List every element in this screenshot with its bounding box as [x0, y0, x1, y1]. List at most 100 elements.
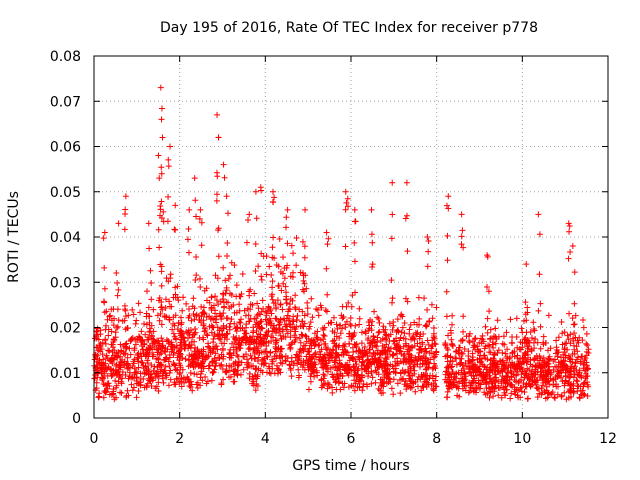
data-point — [198, 242, 205, 249]
data-point — [158, 263, 165, 270]
data-point — [514, 362, 521, 369]
data-point — [124, 354, 131, 361]
data-point — [558, 393, 565, 400]
data-point — [129, 363, 136, 370]
data-point — [307, 319, 314, 326]
data-point — [190, 295, 197, 302]
data-point — [453, 361, 460, 368]
data-point — [512, 366, 519, 373]
data-point — [477, 348, 484, 355]
data-point — [233, 328, 240, 335]
data-point — [310, 337, 317, 344]
data-point — [93, 363, 100, 370]
data-point — [284, 312, 291, 319]
data-point — [424, 234, 431, 240]
data-point — [158, 335, 165, 342]
data-point — [448, 330, 455, 337]
data-point — [423, 365, 430, 372]
data-point — [542, 339, 549, 346]
data-point — [318, 346, 325, 353]
data-point — [167, 275, 174, 282]
data-point — [220, 291, 227, 298]
data-point — [269, 284, 276, 291]
data-point — [504, 346, 511, 353]
data-point — [570, 321, 577, 328]
data-point — [525, 372, 532, 379]
data-point — [115, 317, 122, 324]
data-point — [344, 203, 351, 210]
data-point — [463, 333, 470, 340]
data-point — [200, 304, 207, 311]
data-point — [360, 358, 367, 365]
data-point — [276, 325, 283, 332]
data-point — [444, 394, 451, 401]
data-point — [210, 336, 217, 343]
data-point — [569, 351, 576, 358]
data-point — [299, 286, 306, 293]
data-point — [484, 253, 491, 260]
data-point — [322, 344, 329, 351]
data-point — [270, 234, 277, 241]
data-point — [391, 340, 398, 347]
data-point — [583, 364, 590, 371]
data-point — [137, 381, 144, 388]
data-point — [561, 329, 568, 336]
data-point — [416, 315, 423, 322]
data-point — [571, 321, 578, 328]
data-point — [575, 354, 582, 361]
data-point — [566, 386, 573, 393]
data-point — [572, 334, 579, 341]
data-point — [168, 348, 175, 355]
data-point — [177, 330, 184, 337]
data-point — [491, 351, 498, 358]
data-point — [579, 387, 586, 394]
data-point — [353, 361, 360, 368]
data-point — [425, 341, 432, 348]
y-tick-label: 0.07 — [50, 94, 81, 110]
data-point — [156, 294, 163, 301]
data-point — [402, 295, 409, 302]
data-point — [278, 346, 285, 353]
data-point — [471, 375, 478, 382]
data-point — [348, 367, 355, 374]
data-point — [460, 244, 467, 251]
data-point — [396, 337, 403, 344]
data-point — [165, 193, 172, 200]
data-point — [368, 380, 375, 387]
data-point — [277, 332, 284, 339]
data-point — [355, 365, 362, 372]
data-point — [96, 393, 103, 400]
data-point — [173, 375, 180, 382]
data-point — [338, 325, 345, 332]
data-point — [324, 291, 331, 298]
data-point — [138, 353, 145, 360]
data-point — [214, 346, 221, 353]
data-point — [494, 317, 501, 324]
data-point — [225, 210, 232, 217]
data-point — [209, 324, 216, 331]
data-point — [482, 323, 489, 330]
data-point — [445, 382, 452, 389]
data-point — [162, 296, 169, 303]
data-point — [93, 370, 100, 377]
data-point — [250, 362, 257, 369]
data-point — [283, 296, 290, 303]
data-point — [445, 205, 452, 212]
data-point — [342, 367, 349, 374]
data-point — [428, 301, 435, 308]
data-point — [165, 338, 172, 345]
data-point — [482, 391, 489, 398]
data-point — [165, 340, 172, 347]
y-tick-label: 0.08 — [50, 49, 81, 65]
data-point — [297, 339, 304, 346]
data-point — [495, 392, 502, 399]
data-point — [155, 373, 162, 380]
data-point — [293, 235, 300, 242]
data-point — [423, 323, 430, 330]
data-point — [199, 359, 206, 366]
data-point — [349, 292, 356, 299]
data-point — [329, 384, 336, 391]
data-point — [272, 305, 279, 312]
data-point — [410, 363, 417, 370]
data-point — [389, 352, 396, 359]
